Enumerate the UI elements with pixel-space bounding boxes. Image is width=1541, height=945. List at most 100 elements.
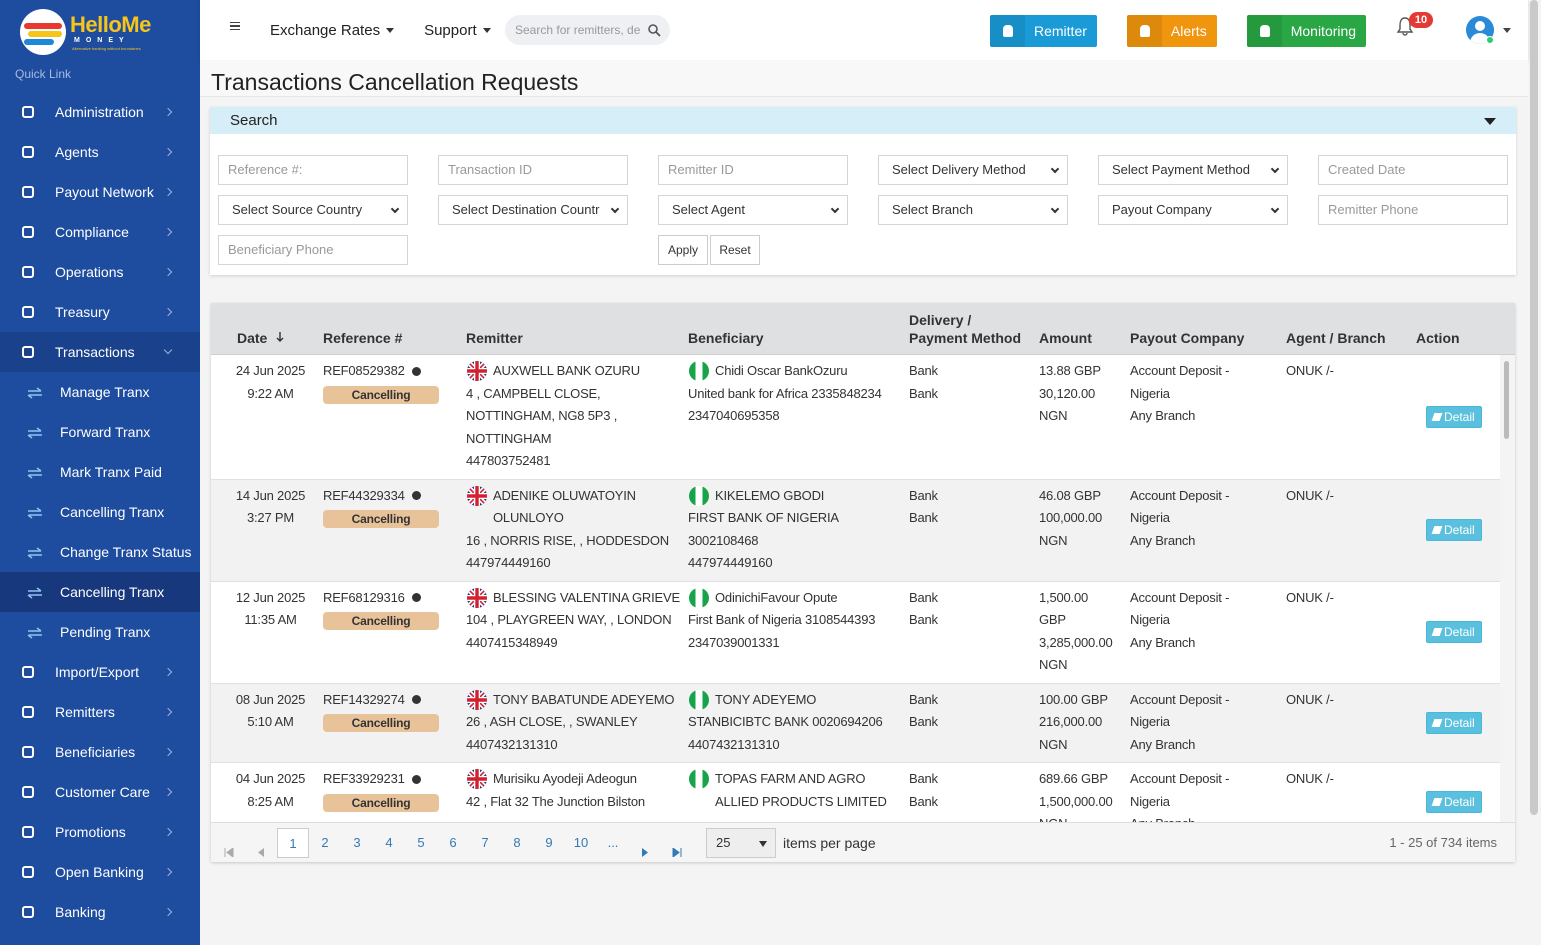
party-line: 42 , Flat 32 The Junction Bilston (466, 793, 645, 809)
detail-button[interactable]: Detail (1426, 405, 1482, 428)
avatar-caret[interactable] (1503, 28, 1511, 33)
column-header[interactable]: Beneficiary (688, 329, 899, 347)
prev-page[interactable] (245, 828, 277, 858)
search-field[interactable]: Transaction ID (438, 155, 628, 185)
placeholder: Remitter ID (668, 162, 734, 177)
chevron (163, 227, 173, 237)
menu-item[interactable]: Agents (0, 132, 200, 172)
search-header[interactable]: Search (210, 107, 1516, 134)
column-header[interactable]: Action (1416, 329, 1490, 347)
select-caret (610, 204, 620, 214)
page-button[interactable]: 7 (481, 835, 489, 850)
submenu-label: Pending Tranx (60, 624, 151, 640)
menu-item[interactable]: Promotions (0, 812, 200, 852)
pager-arrow (257, 838, 265, 868)
column-title: Delivery / Payment Method (909, 312, 1022, 346)
menu-item[interactable]: Import/Export (0, 652, 200, 692)
menu-item[interactable]: Customer Care (0, 772, 200, 812)
next-page[interactable] (629, 828, 661, 858)
top-menu[interactable]: Exchange Rates (270, 22, 395, 39)
submenu-item[interactable]: Pending Tranx (0, 612, 200, 652)
column-header[interactable]: Reference # (323, 329, 456, 347)
search-field[interactable]: Select Delivery Method (878, 155, 1068, 185)
grid-scroll-thumb[interactable] (1504, 361, 1509, 439)
search-field[interactable]: Created Date (1318, 155, 1508, 185)
detail-button[interactable]: Detail (1426, 621, 1482, 643)
search-field[interactable]: Payout Company (1098, 195, 1288, 225)
menu-item[interactable]: Administration (0, 92, 200, 132)
top-button[interactable]: Alerts (1126, 15, 1217, 47)
page-button[interactable]: 9 (545, 835, 553, 850)
menu-item[interactable]: Treasury (0, 292, 200, 332)
party-line: 4407432131310 (688, 736, 780, 752)
chevron (163, 187, 173, 197)
menu-item[interactable]: Banking (0, 892, 200, 932)
last-page[interactable] (661, 828, 693, 858)
search-field[interactable]: Reference #: (218, 155, 408, 185)
search-field[interactable]: Select Agent (658, 195, 848, 225)
hamburger[interactable] (230, 22, 240, 30)
menu-label: Agents (55, 144, 99, 160)
column-title: Date (237, 330, 268, 346)
top-button[interactable]: Remitter (990, 15, 1097, 47)
page-title: Transactions Cancellation Requests (211, 69, 579, 95)
avatar[interactable] (1466, 16, 1494, 44)
submenu-item[interactable]: Cancelling Tranx (0, 492, 200, 532)
column-header[interactable]: Payout Company (1130, 329, 1276, 347)
page-button[interactable]: 4 (385, 835, 393, 850)
submenu-item[interactable]: Forward Tranx (0, 412, 200, 452)
amount: 3,285,000.00 NGN (1039, 634, 1113, 673)
search-field[interactable]: Remitter Phone (1318, 195, 1508, 225)
page-button[interactable]: 10 (573, 835, 589, 850)
search-field[interactable]: Remitter ID (658, 155, 848, 185)
search-field[interactable]: Select Branch (878, 195, 1068, 225)
delivery-method: Bank (909, 612, 938, 627)
search-button[interactable]: Reset (710, 235, 760, 265)
search-field[interactable]: Beneficiary Phone (218, 235, 408, 265)
search-field[interactable]: Select Destination Countr (438, 195, 628, 225)
menu-icon (22, 106, 34, 118)
reference-cell: REF33929231 Cancelling (323, 768, 466, 822)
menu-item[interactable]: Payout Network (0, 172, 200, 212)
bell-icon[interactable] (1396, 16, 1414, 36)
page-ellipsis[interactable]: ... (607, 835, 619, 850)
search-box[interactable]: Search for remitters, de (505, 15, 670, 45)
submenu-item[interactable]: Manage Tranx (0, 372, 200, 412)
menu-item[interactable]: Beneficiaries (0, 732, 200, 772)
remitter-cell: AUXWELL BANK OZURU 4 , CAMPBELL CLOSE, NOT… (466, 360, 688, 473)
page-button[interactable]: 2 (321, 835, 329, 850)
page-button[interactable]: 5 (417, 835, 425, 850)
column-header[interactable]: Date (237, 329, 332, 347)
menu-item[interactable]: Transactions (0, 332, 200, 372)
column-header[interactable]: Amount (1039, 329, 1120, 347)
detail-button[interactable]: Detail (1426, 519, 1482, 541)
top-button[interactable]: Monitoring (1246, 15, 1367, 47)
page-size-select[interactable]: 25 (706, 828, 776, 858)
column-header[interactable]: Delivery / Payment Method (909, 311, 1029, 347)
menu-item[interactable]: Operations (0, 252, 200, 292)
chevron (163, 147, 173, 157)
first-page[interactable] (213, 828, 245, 858)
page-button[interactable]: 3 (353, 835, 361, 850)
menu-icon (22, 346, 34, 358)
page-scrollbar[interactable] (1530, 0, 1538, 815)
column-header[interactable]: Agent / Branch (1286, 329, 1406, 347)
page-button[interactable]: 8 (513, 835, 521, 850)
menu-item[interactable]: Open Banking (0, 852, 200, 892)
menu-item[interactable]: Compliance (0, 212, 200, 252)
page-button[interactable]: 1 (277, 828, 309, 858)
submenu-item[interactable]: Change Tranx Status (0, 532, 200, 572)
search-field[interactable]: Select Payment Method (1098, 155, 1288, 185)
pager-arrow (672, 838, 682, 868)
submenu-item[interactable]: Mark Tranx Paid (0, 452, 200, 492)
search-field[interactable]: Select Source Country (218, 195, 408, 225)
submenu-item[interactable]: Cancelling Tranx (0, 572, 200, 612)
top-menu[interactable]: Support (424, 22, 491, 39)
menu-item[interactable]: Remitters (0, 692, 200, 732)
search-button[interactable]: Apply (658, 235, 708, 265)
party-name-line: OdinichiFavour Opute (688, 587, 909, 610)
detail-button[interactable]: Detail (1426, 791, 1482, 814)
page-button[interactable]: 6 (449, 835, 457, 850)
column-header[interactable]: Remitter (466, 329, 678, 347)
detail-button[interactable]: Detail (1426, 711, 1482, 734)
